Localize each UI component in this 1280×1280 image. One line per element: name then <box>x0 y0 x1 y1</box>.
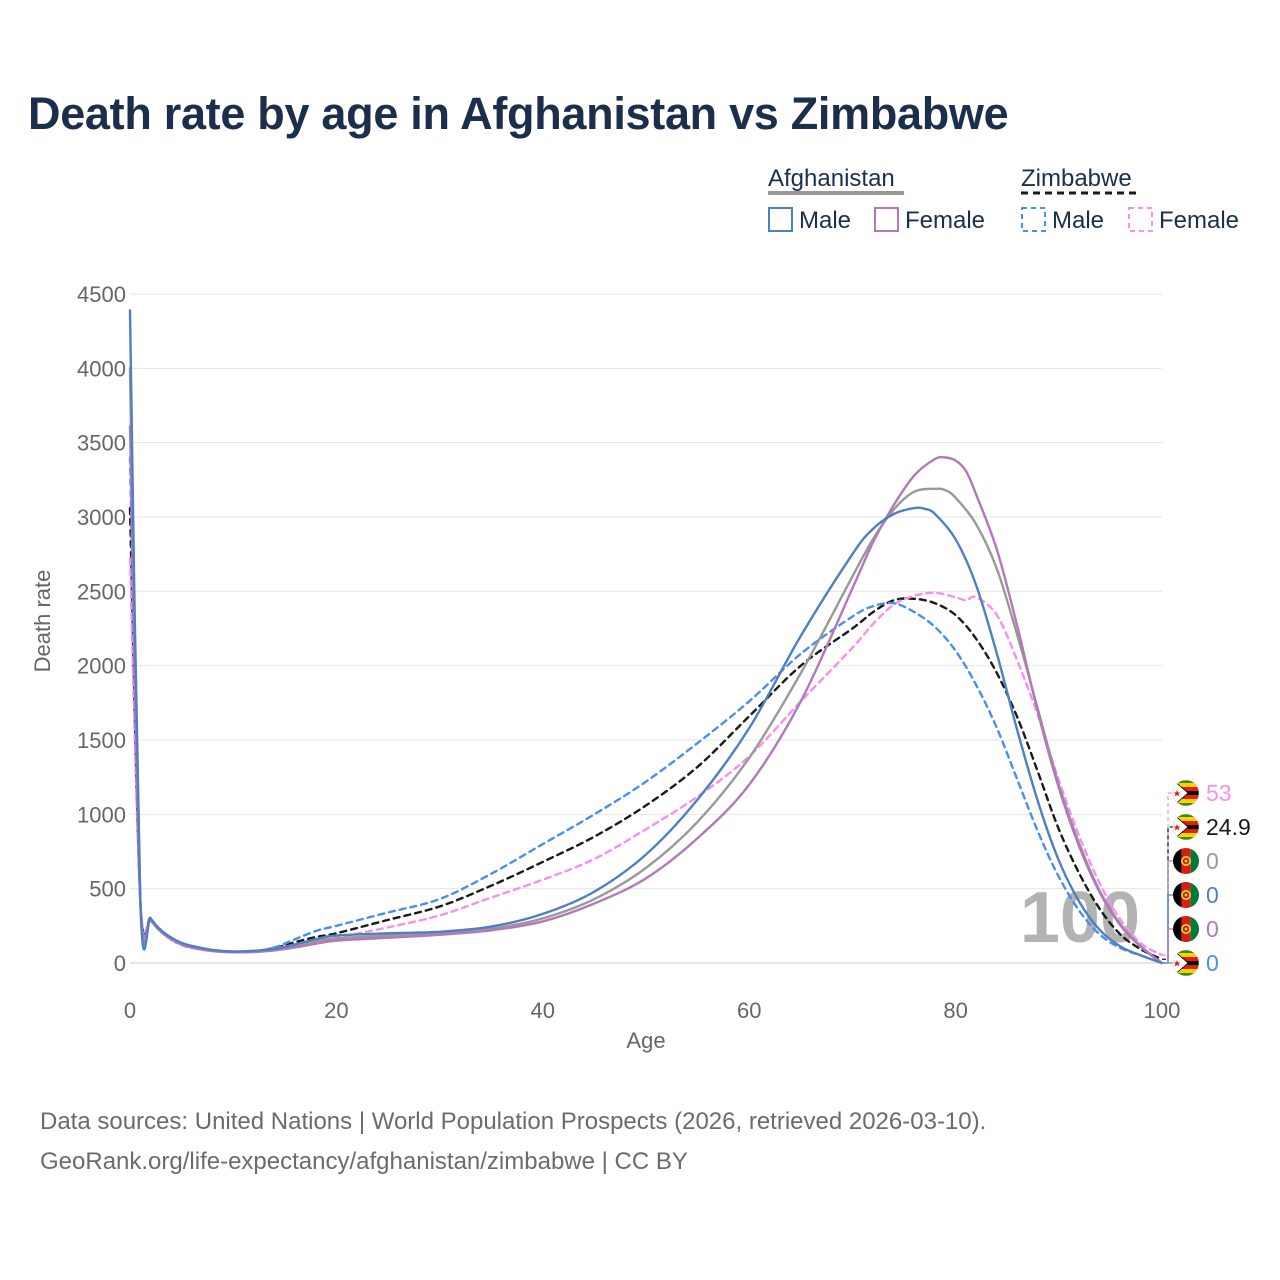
legend-country-zimbabwe: Zimbabwe <box>1021 165 1132 192</box>
legend-label-zimbabwe-female: Female <box>1159 207 1239 234</box>
axes: Age Death rate 0500100015002000250030003… <box>30 282 1180 1053</box>
chart-title: Death rate by age in Afghanistan vs Zimb… <box>28 88 1009 139</box>
end-labels: 53 24.9 0 0 0 0 <box>1162 779 1251 977</box>
grid <box>130 293 1162 964</box>
legend-item-afghanistan-male[interactable]: Male <box>768 207 851 234</box>
legend-item-zimbabwe-female[interactable]: Female <box>1128 207 1239 234</box>
end-value-label: 0 <box>1206 950 1219 976</box>
legend-item-zimbabwe-male[interactable]: Male <box>1021 207 1104 234</box>
legend-label-zimbabwe-male: Male <box>1052 207 1104 234</box>
series-line-afghanistan-female[interactable] <box>128 425 1164 965</box>
y-tick-label: 1000 <box>77 802 126 827</box>
series-line-zimbabwe-male[interactable] <box>128 456 1164 965</box>
x-axis-title: Age <box>626 1028 665 1053</box>
end-value-label: 53 <box>1206 780 1232 806</box>
end-value-label: 0 <box>1206 848 1219 874</box>
y-axis-title: Death rate <box>30 570 55 673</box>
legend-swatch-afghanistan-female <box>874 207 899 232</box>
end-label-connector <box>1162 860 1176 964</box>
legend-swatch-zimbabwe-male <box>1021 207 1046 232</box>
series-line-zimbabwe-total[interactable] <box>128 506 1164 961</box>
legend-country-afghanistan: Afghanistan <box>768 165 895 192</box>
source-note: Data sources: United Nations | World Pop… <box>40 1108 987 1135</box>
legend-group-afghanistan[interactable]: Afghanistan <box>768 165 904 195</box>
x-tick-label: 100 <box>1144 998 1181 1023</box>
series <box>128 309 1164 965</box>
y-tick-label: 500 <box>89 877 126 902</box>
y-tick-label: 2500 <box>77 579 126 604</box>
end-value-label: 0 <box>1206 916 1219 942</box>
afghanistan-flag-icon <box>1172 847 1201 875</box>
legend-label-afghanistan-female: Female <box>905 207 985 234</box>
credit-link[interactable]: GeoRank.org/life-expectancy/afghanistan/… <box>40 1148 688 1175</box>
legend-item-afghanistan-female[interactable]: Female <box>874 207 985 234</box>
series-line-afghanistan-male[interactable] <box>128 309 1164 965</box>
y-tick-label: 2000 <box>77 654 126 679</box>
legend-label-afghanistan-male: Male <box>799 207 851 234</box>
legend: Afghanistan Zimbabwe Male Female Male Fe… <box>768 165 1239 234</box>
legend-swatch-zimbabwe-female <box>1128 207 1153 232</box>
x-tick-label: 20 <box>324 998 348 1023</box>
y-tick-label: 4500 <box>77 282 126 307</box>
zimbabwe-flag-icon <box>1172 949 1200 977</box>
afghanistan-flag-icon <box>1172 915 1201 943</box>
x-tick-label: 0 <box>124 998 136 1023</box>
y-tick-label: 4000 <box>77 356 126 381</box>
legend-group-zimbabwe[interactable]: Zimbabwe <box>1021 165 1141 195</box>
zimbabwe-flag-icon <box>1172 779 1200 807</box>
zimbabwe-flag-icon <box>1172 813 1200 841</box>
y-tick-label: 1500 <box>77 728 126 753</box>
legend-swatch-afghanistan-male <box>768 207 793 232</box>
x-tick-label: 80 <box>943 998 967 1023</box>
end-value-label: 24.9 <box>1206 814 1251 840</box>
x-tick-label: 40 <box>531 998 555 1023</box>
end-value-label: 0 <box>1206 882 1219 908</box>
y-tick-label: 3500 <box>77 431 126 456</box>
y-tick-label: 0 <box>114 951 126 976</box>
afghanistan-flag-icon <box>1172 881 1201 909</box>
y-tick-label: 3000 <box>77 505 126 530</box>
x-tick-label: 60 <box>737 998 761 1023</box>
